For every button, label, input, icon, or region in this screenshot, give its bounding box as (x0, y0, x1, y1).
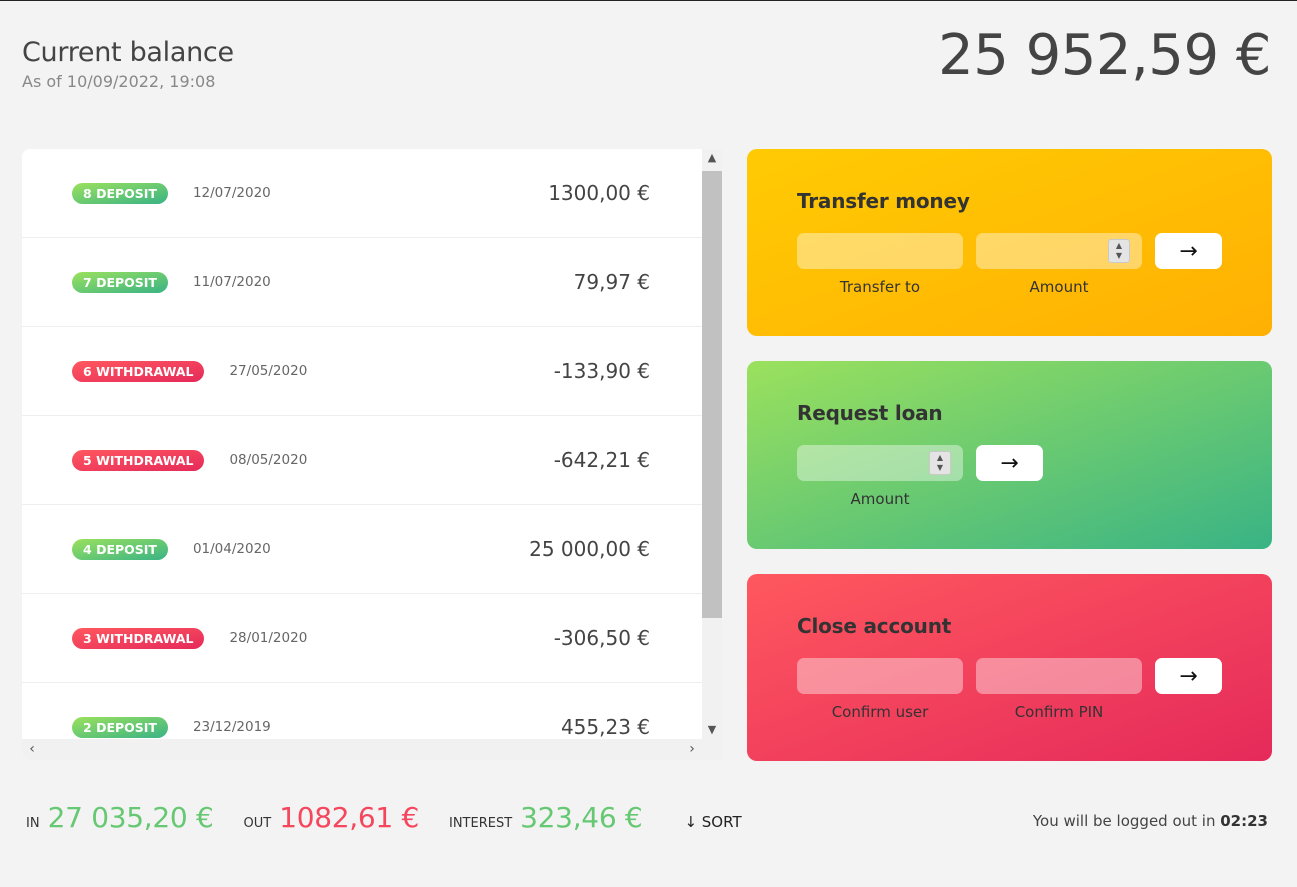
arrow-right-icon: → (1179, 238, 1198, 264)
movement-value: 1300,00 € (548, 181, 650, 205)
confirm-user-input[interactable] (797, 658, 963, 694)
transfer-to-label: Transfer to (839, 278, 921, 296)
movement-type-badge: 2 deposit (72, 716, 168, 738)
scroll-right-icon[interactable]: › (689, 741, 695, 757)
horizontal-scrollbar[interactable]: ‹ › (22, 739, 722, 760)
transfer-amount-input[interactable]: ▲ ▼ (976, 233, 1142, 269)
movement-date: 08/05/2020 (229, 452, 308, 468)
movement-value: 79,97 € (573, 270, 650, 294)
logout-timer-value: 02:23 (1220, 812, 1268, 830)
loan-panel: Request loan ▲ ▼ Amount → (747, 361, 1272, 549)
scrollbar-thumb[interactable] (702, 171, 722, 618)
transfer-submit-button[interactable]: → (1155, 233, 1222, 269)
movement-value: -133,90 € (553, 359, 650, 383)
movement-index: 7 (83, 274, 92, 290)
movement-index: 4 (83, 541, 92, 557)
movement-row: 3 withdrawal 28/01/2020 -306,50 € (22, 594, 702, 683)
movements-panel[interactable]: 8 deposit 12/07/2020 1300,00 € 7 deposit 11/… (22, 149, 722, 760)
transfer-form: Transfer to ▲ ▼ Amount → (797, 233, 1222, 296)
vertical-scrollbar[interactable]: ▲ ▼ (702, 149, 722, 739)
summary-out-label: Out (243, 816, 272, 831)
transfer-amount-label: Amount (1029, 278, 1089, 296)
movement-type-badge: 7 deposit (72, 271, 168, 293)
movement-index: 8 (83, 185, 92, 201)
transfer-title: Transfer money (797, 189, 970, 213)
movement-type-label: deposit (96, 274, 157, 290)
movement-type-badge: 3 withdrawal (72, 627, 205, 649)
movement-type-badge: 8 deposit (72, 182, 168, 204)
movement-row: 2 deposit 23/12/2019 455,23 € (22, 683, 702, 739)
movement-value: 25 000,00 € (529, 537, 650, 561)
movement-index: 5 (83, 452, 92, 468)
balance-title: Current balance (22, 37, 234, 68)
scroll-left-icon[interactable]: ‹ (29, 741, 35, 757)
summary-interest-value: 323,46 € (520, 801, 643, 834)
movement-type-label: withdrawal (96, 452, 194, 468)
balance-header: Current balance As of 10/09/2022, 19:08 (22, 37, 234, 91)
movement-type-badge: 5 withdrawal (72, 449, 205, 471)
balance-date-value: 10/09/2022, 19:08 (66, 72, 216, 91)
summary: In 27 035,20 € Out 1082,61 € Interest 32… (26, 801, 742, 834)
scroll-up-icon[interactable]: ▲ (707, 151, 717, 164)
summary-out-value: 1082,61 € (279, 801, 419, 834)
amount-stepper-icon[interactable]: ▲ ▼ (1108, 239, 1130, 263)
scroll-down-icon[interactable]: ▼ (707, 723, 717, 736)
movement-date: 23/12/2019 (192, 719, 271, 735)
movement-type-label: withdrawal (96, 363, 194, 379)
movement-value: 455,23 € (560, 715, 650, 739)
movement-type-badge: 4 deposit (72, 538, 168, 560)
balance-date-prefix: As of (22, 72, 62, 91)
movement-date: 01/04/2020 (192, 541, 271, 557)
arrow-right-icon: → (1000, 450, 1019, 476)
transfer-panel: Transfer money Transfer to ▲ ▼ Amount → (747, 149, 1272, 336)
movement-date: 27/05/2020 (229, 363, 308, 379)
movement-index: 3 (83, 630, 92, 646)
close-account-form: Confirm user Confirm PIN → (797, 658, 1222, 721)
close-account-title: Close account (797, 614, 952, 638)
movement-row: 4 deposit 01/04/2020 25 000,00 € (22, 505, 702, 594)
movement-type-label: deposit (96, 185, 157, 201)
summary-interest-label: Interest (449, 816, 513, 831)
arrow-right-icon: → (1179, 663, 1198, 689)
logout-timer: You will be logged out in 02:23 (1033, 812, 1268, 830)
transfer-to-input[interactable] (797, 233, 963, 269)
close-account-panel: Close account Confirm user Confirm PIN → (747, 574, 1272, 761)
movement-row: 8 deposit 12/07/2020 1300,00 € (22, 149, 702, 238)
movement-date: 11/07/2020 (192, 274, 271, 290)
summary-in-value: 27 035,20 € (47, 801, 214, 834)
movement-index: 2 (83, 719, 92, 735)
movements-list[interactable]: 8 deposit 12/07/2020 1300,00 € 7 deposit 11/… (22, 149, 702, 739)
confirm-pin-input[interactable] (976, 658, 1142, 694)
summary-in-label: In (26, 816, 40, 831)
movement-row: 5 withdrawal 08/05/2020 -642,21 € (22, 416, 702, 505)
movement-type-label: deposit (96, 541, 157, 557)
confirm-user-label: Confirm user (831, 703, 929, 721)
movement-type-label: deposit (96, 719, 157, 735)
logout-timer-prefix: You will be logged out in (1032, 812, 1216, 830)
movement-date: 28/01/2020 (229, 630, 308, 646)
balance-value: 25 952,59 € (938, 23, 1271, 88)
movement-type-badge: 6 withdrawal (72, 360, 205, 382)
close-account-submit-button[interactable]: → (1155, 658, 1222, 694)
balance-date: As of 10/09/2022, 19:08 (22, 72, 234, 91)
sort-button[interactable]: ↓ SORT (684, 813, 742, 831)
movement-index: 6 (83, 363, 92, 379)
loan-amount-label: Amount (850, 490, 910, 508)
amount-stepper-icon[interactable]: ▲ ▼ (929, 451, 951, 475)
movement-date: 12/07/2020 (192, 185, 271, 201)
loan-amount-input[interactable]: ▲ ▼ (797, 445, 963, 481)
movement-value: -306,50 € (553, 626, 650, 650)
movement-row: 6 withdrawal 27/05/2020 -133,90 € (22, 327, 702, 416)
loan-title: Request loan (797, 401, 943, 425)
confirm-pin-label: Confirm PIN (1014, 703, 1104, 721)
movement-value: -642,21 € (553, 448, 650, 472)
loan-form: ▲ ▼ Amount → (797, 445, 1222, 508)
movement-type-label: withdrawal (96, 630, 194, 646)
loan-submit-button[interactable]: → (976, 445, 1043, 481)
movement-row: 7 deposit 11/07/2020 79,97 € (22, 238, 702, 327)
